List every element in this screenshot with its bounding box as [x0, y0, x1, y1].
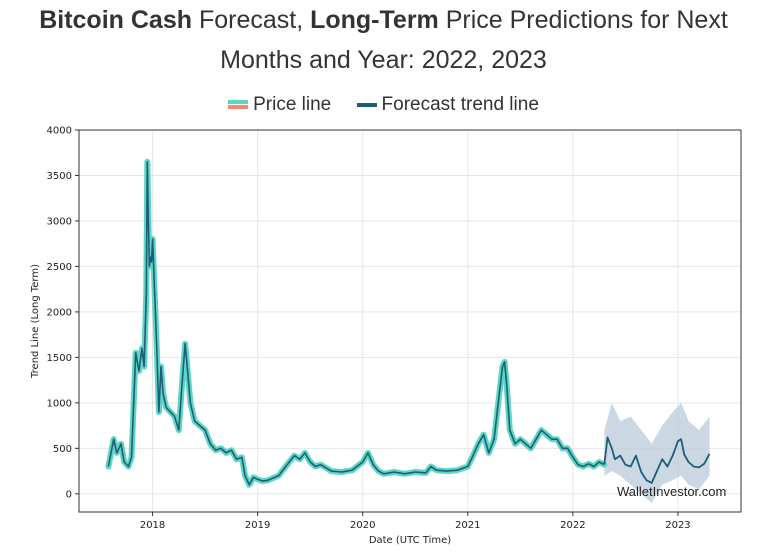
x-tick-label: 2019 — [245, 520, 270, 531]
x-tick-label: 2023 — [665, 520, 690, 531]
y-tick-label: 0 — [66, 489, 72, 500]
x-axis-label: Date (UTC Time) — [369, 535, 451, 546]
chart-title-line1: Bitcoin Cash Forecast, Long-Term Price P… — [0, 6, 767, 35]
price-line-swatch — [228, 100, 249, 110]
y-tick-label: 1500 — [47, 353, 72, 364]
x-tick-label: 2018 — [140, 520, 165, 531]
y-tick-label: 2500 — [47, 262, 72, 273]
legend-price-label: Price line — [253, 94, 332, 115]
watermark-text: WalletInvestor.com — [617, 484, 726, 499]
chart-legend: Price line Forecast trend line — [0, 94, 767, 116]
price-line-center — [107, 161, 605, 486]
legend-item-forecast: Forecast trend line — [356, 94, 539, 116]
forecast-confidence-band — [604, 402, 710, 503]
y-tick-label: 1000 — [47, 398, 72, 409]
y-tick-label: 2000 — [47, 307, 72, 318]
forecast-line-swatch — [356, 102, 377, 107]
y-tick-label: 3500 — [47, 171, 72, 182]
y-tick-label: 3000 — [47, 216, 72, 227]
price-line — [105, 158, 608, 488]
title-text-b: Price Predictions for Next — [438, 6, 728, 34]
x-tick-label: 2022 — [560, 520, 585, 531]
forecast-trend-line — [603, 436, 711, 484]
chart-title-line2: Months and Year: 2022, 2023 — [220, 46, 547, 74]
title-coin-name: Bitcoin Cash — [39, 6, 192, 34]
x-tick-label: 2020 — [350, 520, 375, 531]
y-tick-label: 500 — [53, 444, 72, 455]
y-tick-label: 4000 — [47, 126, 72, 137]
x-axis-ticks: 2018 2019 2020 2021 2022 2023 — [140, 512, 691, 531]
x-tick-label: 2021 — [455, 520, 480, 531]
plot-frame — [78, 129, 742, 513]
title-text-a: Forecast, — [192, 6, 311, 34]
legend-item-price: Price line — [228, 94, 331, 116]
title-term: Long-Term — [310, 6, 439, 34]
y-axis-ticks: 0 500 1000 1500 2000 2500 3000 3500 4000 — [47, 126, 79, 500]
y-axis-label: Trend Line (Long Term) — [30, 264, 41, 379]
legend-forecast-label: Forecast trend line — [381, 94, 539, 115]
